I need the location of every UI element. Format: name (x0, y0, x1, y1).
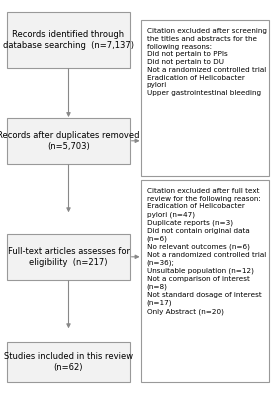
FancyBboxPatch shape (7, 342, 130, 382)
Text: Records identified through
database searching  (n=7,137): Records identified through database sear… (3, 30, 134, 50)
FancyBboxPatch shape (141, 20, 269, 176)
FancyBboxPatch shape (7, 118, 130, 164)
Text: Citation excluded after full text
review for the following reason:
Eradication o: Citation excluded after full text review… (147, 188, 266, 315)
Text: Citation excluded after screening
the titles and abstracts for the
following rea: Citation excluded after screening the ti… (147, 28, 267, 96)
FancyBboxPatch shape (7, 12, 130, 68)
Text: Full-text articles assesses for
eligibility  (n=217): Full-text articles assesses for eligibil… (7, 247, 130, 267)
FancyBboxPatch shape (141, 180, 269, 382)
FancyBboxPatch shape (7, 234, 130, 280)
Text: Studies included in this review
(n=62): Studies included in this review (n=62) (4, 352, 133, 372)
Text: Records after duplicates removed
(n=5,703): Records after duplicates removed (n=5,70… (0, 131, 140, 151)
